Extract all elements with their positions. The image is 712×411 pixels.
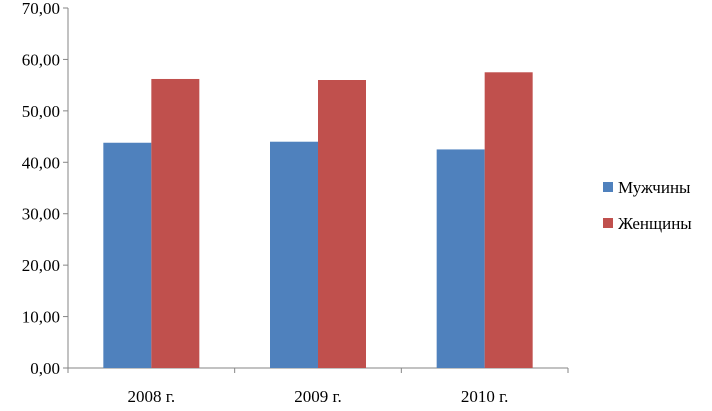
y-tick-label: 0,00 bbox=[30, 359, 60, 378]
axes: 0,00 10,00 20,00 30,00 40,00 50,00 60,00 70,00 2… bbox=[22, 0, 569, 406]
bar-series-2 bbox=[151, 78, 200, 368]
y-tick-label: 20,00 bbox=[22, 256, 60, 275]
bar-series-1 bbox=[270, 141, 318, 368]
legend-label: Женщины bbox=[618, 214, 692, 233]
bar-series-1 bbox=[103, 142, 152, 368]
bar-series-2 bbox=[484, 72, 533, 369]
bars bbox=[103, 72, 533, 369]
y-tick-label: 70,00 bbox=[22, 0, 60, 18]
bar-series-2 bbox=[318, 80, 366, 368]
legend-label: Мужчины bbox=[618, 178, 691, 197]
x-category-label: 2009 г. bbox=[294, 387, 342, 406]
y-tick-label: 50,00 bbox=[22, 102, 60, 121]
legend: Мужчины Женщины bbox=[603, 178, 692, 233]
legend-swatch bbox=[603, 218, 613, 228]
x-category-label: 2008 г. bbox=[128, 387, 176, 406]
bar-series-1 bbox=[436, 149, 485, 368]
y-tick-label: 40,00 bbox=[22, 153, 60, 172]
y-tick-label: 10,00 bbox=[22, 308, 60, 327]
x-category-label: 2010 г. bbox=[461, 387, 509, 406]
y-tick-label: 30,00 bbox=[22, 205, 60, 224]
y-tick-label: 60,00 bbox=[22, 50, 60, 69]
legend-swatch bbox=[603, 182, 613, 192]
